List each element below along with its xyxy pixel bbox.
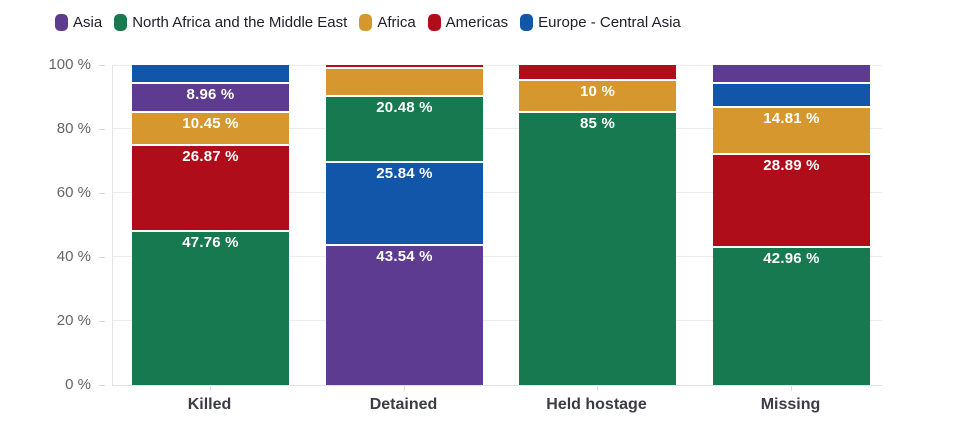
segment-value-label: 20.48 %: [376, 99, 433, 117]
y-tick-label-40: 40 %: [56, 248, 91, 265]
y-tick-mark-60: [99, 193, 105, 194]
gridline-100: [113, 65, 882, 66]
y-tick-mark-20: [99, 321, 105, 322]
legend-item-north-africa-and-the-middle-east[interactable]: North Africa and the Middle East: [114, 14, 347, 31]
bar-missing: 14.81 % 28.89 % 42.96 %: [713, 65, 870, 385]
legend-item-americas[interactable]: Americas: [427, 14, 509, 31]
legend-swatch-europe-central-asia: [520, 14, 534, 31]
bar-detained: 20.48 % 25.84 % 43.54 %: [326, 65, 483, 385]
bar-segment-missing-asia[interactable]: [713, 65, 870, 84]
x-tick-mark-missing: [790, 386, 792, 391]
bar-segment-missing-africa[interactable]: 14.81 %: [713, 107, 870, 156]
bar-segment-missing-americas[interactable]: 28.89 %: [713, 155, 870, 248]
y-tick-mark-100: [99, 65, 105, 66]
y-tick-label-80: 80 %: [56, 120, 91, 137]
bar-held-hostage: 10 % 85 %: [519, 65, 676, 385]
bar-segment-detained-africa[interactable]: [326, 69, 483, 98]
segment-value-label: 25.84 %: [376, 165, 433, 182]
legend-swatch-americas: [427, 14, 441, 31]
segment-value-label: 85 %: [580, 115, 615, 132]
legend-label: Americas: [445, 14, 509, 31]
gridline-80: [113, 128, 882, 129]
bar-segment-held-hostage-americas[interactable]: [519, 65, 676, 81]
legend-swatch-africa: [359, 14, 373, 31]
bar-segment-held-hostage-africa[interactable]: 10 %: [519, 81, 676, 113]
y-tick-mark-0: [99, 385, 105, 386]
bar-segment-held-hostage-north-africa-and-the-middle-east[interactable]: 85 %: [519, 113, 676, 385]
bar-segment-detained-europe-central-asia[interactable]: 25.84 %: [326, 163, 483, 246]
legend-item-asia[interactable]: Asia: [55, 14, 102, 31]
bar-segment-killed-americas[interactable]: 26.87 %: [132, 146, 289, 233]
segment-value-label: 43.54 %: [376, 247, 433, 265]
bar-segment-killed-africa[interactable]: 10.45 %: [132, 112, 289, 147]
legend-swatch-asia: [55, 14, 68, 31]
bar-segment-killed-europe-central-asia[interactable]: [132, 65, 289, 85]
y-tick-label-20: 20 %: [56, 312, 91, 329]
segment-value-label: 10.45 %: [182, 114, 239, 132]
legend-swatch-north-africa-and-the-middle-east: [114, 14, 128, 31]
bar-killed: 8.96 % 10.45 % 26.87 % 47.76 %: [132, 65, 289, 385]
chart-legend: Asia North Africa and the Middle East Afri…: [55, 14, 681, 31]
x-tick-mark-detained: [403, 386, 405, 391]
legend-item-europe-central-asia[interactable]: Europe - Central Asia: [520, 14, 681, 31]
bar-segment-detained-asia[interactable]: 43.54 %: [326, 245, 483, 385]
legend-label: Asia: [73, 14, 103, 31]
bar-segment-killed-north-africa-and-the-middle-east[interactable]: 47.76 %: [132, 232, 289, 385]
y-tick-label-0: 0 %: [65, 376, 91, 393]
y-tick-label-60: 60 %: [56, 184, 91, 201]
legend-label: Africa: [377, 14, 416, 31]
y-tick-label-100: 100 %: [48, 56, 91, 73]
gridline-20: [113, 320, 882, 321]
plot-area: 8.96 % 10.45 % 26.87 % 47.76 % 20.48 % 25.84 …: [112, 65, 882, 386]
y-axis: 0 % 20 % 40 % 60 % 80 % 100 %: [0, 56, 105, 393]
legend-label: North Africa and the Middle East: [132, 14, 348, 31]
gridline-40: [113, 256, 882, 257]
segment-value-label: 8.96 %: [186, 86, 235, 104]
segment-value-label: 28.89 %: [763, 157, 820, 175]
bar-segment-missing-europe-central-asia[interactable]: [713, 84, 870, 108]
legend-item-africa[interactable]: Africa: [359, 14, 416, 31]
x-tick-mark-held-hostage: [596, 386, 598, 391]
y-tick-mark-80: [99, 129, 105, 130]
bar-segment-detained-north-africa-and-the-middle-east[interactable]: 20.48 %: [326, 97, 483, 163]
bar-segment-killed-asia[interactable]: 8.96 %: [132, 84, 289, 113]
y-tick-mark-40: [99, 257, 105, 258]
gridline-60: [113, 192, 882, 193]
x-label-killed: Killed: [187, 396, 232, 413]
bar-segment-detained-americas[interactable]: [326, 65, 483, 70]
segment-value-label: 42.96 %: [763, 249, 820, 267]
bar-segment-missing-north-africa-and-the-middle-east[interactable]: 42.96 %: [713, 247, 870, 385]
x-label-held-hostage: Held hostage: [546, 396, 647, 413]
segment-value-label: 10 %: [580, 83, 615, 100]
x-tick-mark-killed: [209, 386, 211, 391]
x-label-detained: Detained: [369, 396, 438, 413]
segment-value-label: 47.76 %: [182, 234, 239, 252]
legend-label: Europe - Central Asia: [538, 14, 681, 31]
x-label-missing: Missing: [760, 396, 821, 413]
segment-value-label: 26.87 %: [182, 148, 239, 166]
segment-value-label: 14.81 %: [763, 109, 820, 127]
